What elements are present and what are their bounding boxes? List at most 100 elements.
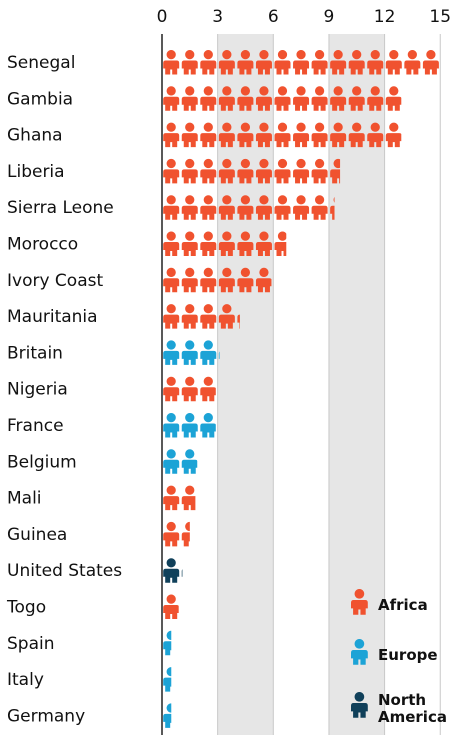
person-icon (218, 267, 235, 293)
bar-mali (163, 485, 196, 511)
x-axis-ticks: 0 3 6 9 12 15 (157, 7, 451, 27)
person-icon (255, 50, 272, 75)
bar-france (163, 413, 216, 438)
person-icon (255, 231, 272, 256)
grid-band (328, 34, 385, 735)
bar-belgium (163, 449, 198, 474)
category-label-liberia: Liberia (7, 162, 65, 182)
x-tick-label: 0 (157, 7, 168, 27)
person-icon (385, 122, 402, 148)
person-icon (255, 122, 272, 148)
person-icon (237, 314, 240, 329)
person-icon (218, 158, 235, 184)
person-icon (293, 195, 310, 220)
person-icon (163, 667, 172, 692)
bar-mauritania (163, 304, 240, 329)
person-icon (181, 86, 198, 111)
person-icon (163, 594, 179, 619)
person-icon (348, 86, 365, 111)
person-icon (237, 50, 254, 75)
person-icon (293, 158, 310, 184)
person-icon (181, 158, 198, 184)
person-icon (163, 376, 180, 402)
person-icon (181, 376, 198, 402)
legend-label: North (378, 691, 426, 709)
person-icon (385, 50, 402, 75)
legend-label: Europe (378, 646, 438, 664)
person-icon (163, 195, 180, 220)
person-icon (181, 340, 198, 365)
person-icon (422, 50, 439, 75)
person-icon (181, 267, 198, 293)
person-icon (293, 86, 310, 111)
bar-spain (163, 630, 172, 656)
person-icon (255, 195, 272, 220)
bar-nigeria (163, 376, 216, 402)
category-label-italy: Italy (7, 670, 44, 690)
bar-germany (163, 703, 172, 728)
person-icon (218, 195, 235, 220)
person-icon (200, 267, 217, 293)
person-icon (163, 558, 180, 583)
person-icon (255, 86, 272, 111)
person-icon (348, 122, 365, 148)
person-icon (200, 86, 217, 111)
legend-item-africa: Africa (351, 589, 428, 615)
person-icon (200, 50, 217, 75)
person-icon (200, 304, 217, 329)
person-icon (181, 304, 198, 329)
person-icon (274, 122, 291, 148)
category-labels: Senegal Gambia Ghana Liberia Sierra Leone Mor… (6, 53, 122, 726)
person-icon (330, 158, 341, 184)
category-label-spain: Spain (7, 634, 55, 654)
person-icon (237, 158, 254, 184)
person-icon (237, 122, 254, 148)
person-icon (163, 231, 180, 256)
category-label-senegal: Senegal (7, 53, 75, 73)
person-icon (163, 158, 180, 184)
person-icon (385, 86, 402, 111)
person-icon (330, 122, 347, 148)
person-icon (200, 158, 217, 184)
bar-ivory-coast (163, 267, 272, 293)
category-label-united-states: United States (7, 561, 122, 581)
legend-label: Africa (378, 596, 428, 614)
person-icon (237, 195, 254, 220)
person-icon (163, 630, 172, 656)
person-icon (311, 158, 328, 184)
person-icon (218, 122, 235, 148)
category-label-morocco: Morocco (7, 235, 78, 255)
person-icon (163, 50, 180, 75)
person-icon (200, 231, 217, 256)
person-icon (274, 86, 291, 111)
person-icon (274, 158, 291, 184)
person-icon (163, 122, 180, 148)
bar-guinea (163, 521, 190, 547)
person-icon (181, 413, 198, 438)
person-icon (367, 50, 384, 75)
legend-person-icon (351, 692, 368, 718)
bar-togo (163, 594, 179, 619)
x-tick-label: 12 (374, 7, 396, 27)
person-icon (200, 413, 216, 438)
person-icon (293, 122, 310, 148)
category-label-britain: Britain (7, 343, 63, 363)
person-icon (330, 197, 335, 220)
person-icon (200, 376, 216, 402)
person-icon (181, 122, 198, 148)
category-label-guinea: Guinea (7, 525, 67, 545)
bar-senegal (163, 50, 439, 75)
category-label-nigeria: Nigeria (7, 380, 68, 400)
legend-label: America (378, 708, 447, 726)
person-icon (200, 122, 217, 148)
person-icon (274, 195, 291, 220)
person-icon (163, 449, 180, 474)
person-icon (218, 86, 235, 111)
person-icon (330, 86, 347, 111)
person-icon (181, 449, 198, 474)
person-icon (163, 340, 180, 365)
person-icon (274, 50, 291, 75)
x-tick-label: 9 (324, 7, 335, 27)
